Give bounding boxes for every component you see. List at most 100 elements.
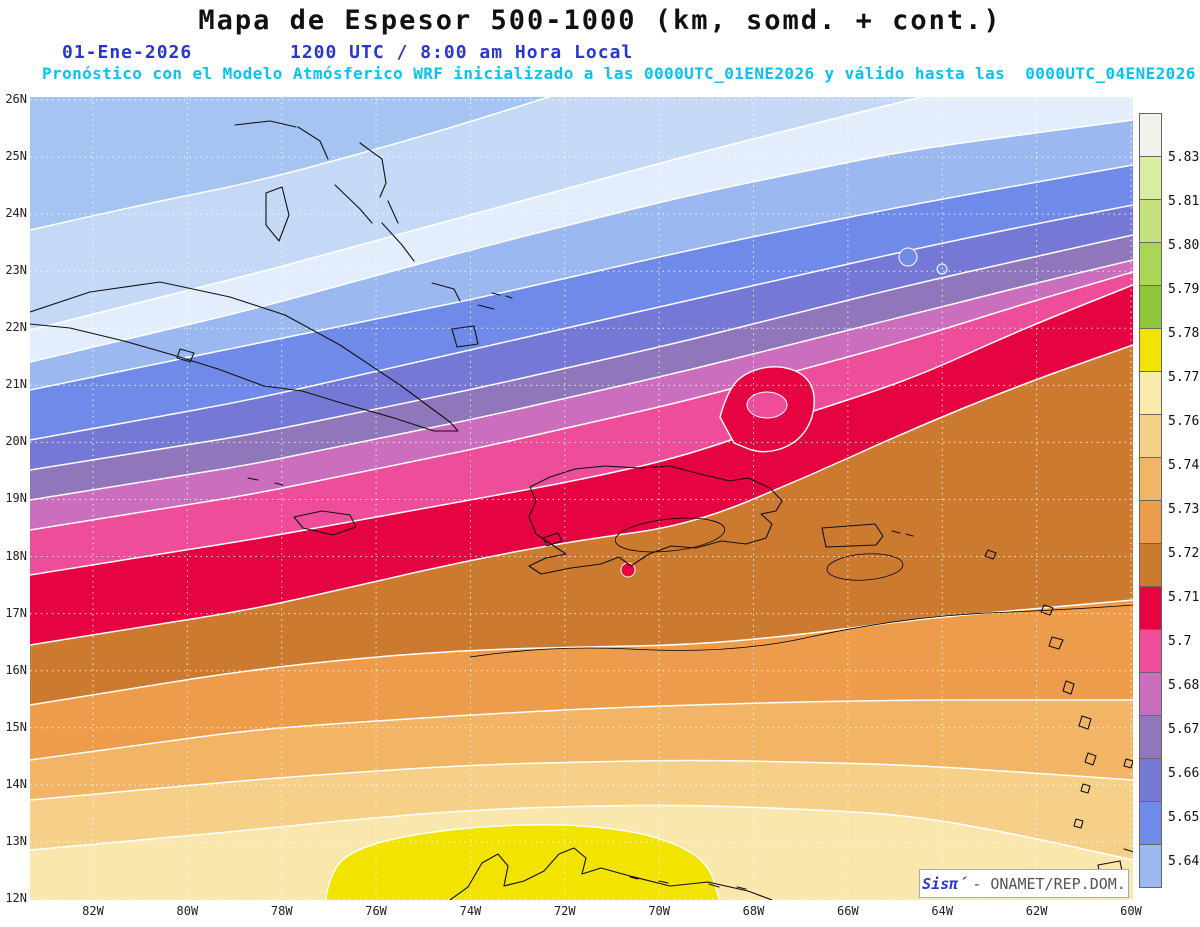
colorbar-label-5.688: 5.688 (1168, 678, 1200, 693)
colorbar-cell-12 (1139, 629, 1162, 673)
white-contour-lines (30, 97, 1133, 861)
lat-label-21N: 21N (5, 377, 27, 392)
contour-edge-11 (30, 699, 1133, 761)
sispi-logo: Sisπ́ (922, 874, 968, 893)
puerto-rico-coastline (821, 523, 884, 548)
colorbar-label-5.795: 5.795 (1168, 282, 1200, 297)
contour-edge-4 (30, 204, 1133, 441)
contour-edge-1 (30, 97, 925, 331)
bahamas-islands (234, 120, 513, 348)
colorbar-label-5.831: 5.831 (1168, 150, 1200, 165)
lat-label-22N: 22N (5, 320, 27, 335)
lat-label-25N: 25N (5, 149, 27, 164)
lat-label-26N: 26N (5, 92, 27, 106)
lat-label-16N: 16N (5, 662, 27, 677)
band-5.7-5.712 (30, 285, 1133, 645)
contour-edge-7 (30, 271, 1133, 531)
contour-edge-13 (30, 804, 1133, 861)
jamaica-coastline (293, 510, 357, 536)
colorbar-cell-8 (1139, 457, 1162, 501)
colorbar-cell-13 (1139, 672, 1162, 716)
contour-edge-6 (30, 259, 1133, 501)
colorbar-cell-6 (1139, 371, 1162, 415)
contour-edge-8 (30, 284, 1133, 576)
cayman-islands (247, 477, 284, 486)
colorbar-label-5.76: 5.76 (1168, 414, 1200, 429)
band-5.652-5.664 (30, 205, 1133, 470)
lat-label-23N: 23N (5, 263, 27, 278)
band-5.712-5.724 (30, 345, 1133, 705)
band-5.724-5.736 (30, 600, 1133, 760)
colorbar-label-5.724: 5.724 (1168, 546, 1200, 561)
lat-label-24N: 24N (5, 206, 27, 221)
band-5.736-5.748 (30, 700, 1133, 800)
band-< 5.64 (d) (30, 120, 1133, 390)
branding-box: Sisπ́ - ONAMET/REP.DOM. (919, 869, 1129, 898)
colorbar-cell-14 (1139, 715, 1162, 759)
lon-label-64W: 64W (931, 904, 954, 918)
contour-edge-3 (30, 164, 1133, 391)
latlon-grid (30, 97, 1133, 900)
page-title: Mapa de Espesor 500-1000 (km, somd. + co… (198, 5, 1002, 36)
lon-label-76W: 76W (365, 904, 387, 918)
lat-label-18N: 18N (5, 548, 27, 563)
small-blue-cell-a (898, 247, 918, 267)
band-5.664-5.676 (30, 235, 1133, 500)
lat-label-14N: 14N (5, 776, 27, 791)
band-5.64-5.652 (30, 165, 1133, 440)
coastlines (30, 120, 1133, 900)
band-< 5.64 (b) (30, 97, 922, 330)
colorbar-label-5.736: 5.736 (1168, 502, 1200, 517)
colorbar-label-5.64: 5.64 (1168, 854, 1200, 869)
lon-label-82W: 82W (82, 904, 104, 918)
colorbar (1139, 113, 1162, 888)
lon-label-68W: 68W (742, 904, 765, 918)
warm-yellow-pocket (324, 824, 720, 900)
lat-label-12N: 12N (5, 890, 27, 905)
lat-label-15N: 15N (5, 719, 27, 734)
colorbar-cell-2 (1139, 199, 1162, 243)
colorbar-cell-16 (1139, 801, 1162, 845)
pink-hole-in-red-cell (746, 391, 788, 419)
isla-juventud (176, 348, 195, 363)
hispaniola-coastline (528, 465, 783, 575)
colorbar-label-5.819: 5.819 (1168, 194, 1200, 209)
thickness-shading (30, 97, 1133, 900)
colorbar-cell-9 (1139, 500, 1162, 544)
lon-label-80W: 80W (176, 904, 199, 918)
thickness-contour-map (30, 97, 1133, 900)
contour-edge-10 (30, 599, 1133, 706)
lat-label-13N: 13N (5, 833, 27, 848)
colorbar-cell-0 (1139, 113, 1162, 157)
contour-edge-12 (30, 759, 1133, 801)
band-< 5.64 (a) (30, 97, 549, 230)
colorbar-cell-11 (1139, 586, 1162, 630)
abc-islands (629, 876, 747, 890)
virgin-islands (891, 530, 914, 537)
lat-label-20N: 20N (5, 434, 27, 449)
lon-label-66W: 66W (837, 904, 859, 918)
gonave-island (542, 532, 563, 547)
lon-label-62W: 62W (1025, 904, 1048, 918)
lon-label-74W: 74W (459, 904, 482, 918)
colorbar-label-5.712: 5.712 (1168, 590, 1200, 605)
colorbar-cell-3 (1139, 242, 1162, 286)
colorbar-cell-10 (1139, 543, 1162, 587)
valid-time: 1200 UTC / 8:00 am Hora Local (290, 42, 634, 63)
colorbar-label-5.676: 5.676 (1168, 722, 1200, 737)
colorbar-label-5.7: 5.7 (1168, 634, 1192, 649)
colorbar-label-5.652: 5.652 (1168, 810, 1200, 825)
contour-edge-9 (30, 344, 1133, 646)
valid-date: 01-Ene-2026 (62, 42, 193, 63)
south-america-coastline (449, 847, 773, 900)
colorbar-cell-1 (1139, 156, 1162, 200)
colorbar-label-5.664: 5.664 (1168, 766, 1200, 781)
colorbar-cell-17 (1139, 844, 1162, 888)
colorbar-cell-15 (1139, 758, 1162, 802)
colorbar-cell-5 (1139, 328, 1162, 372)
small-blue-cell-b (936, 263, 948, 275)
colorbar-label-5.783: 5.783 (1168, 326, 1200, 341)
lon-label-72W: 72W (553, 904, 576, 918)
black-contour-lines (469, 517, 1133, 658)
